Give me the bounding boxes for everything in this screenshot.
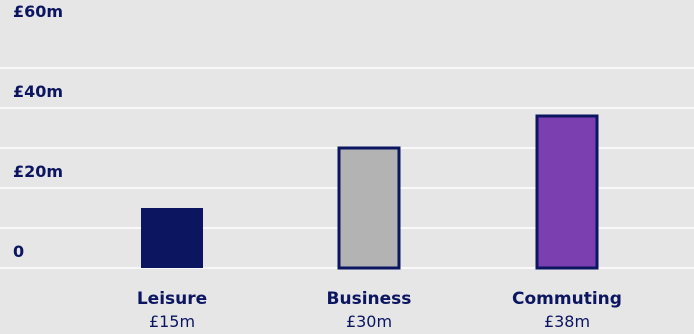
x-value-label: £38m — [544, 312, 590, 331]
x-value-label: £30m — [346, 312, 392, 331]
bar-commuting — [535, 114, 599, 270]
x-category-label: Business — [327, 289, 412, 309]
y-tick-label: £40m — [13, 82, 63, 101]
x-value-label: £15m — [149, 312, 195, 331]
bar-leisure — [141, 208, 203, 268]
x-category-label: Leisure — [137, 289, 207, 309]
y-tick-label: 0 — [13, 242, 24, 261]
x-category-label: Commuting — [512, 289, 622, 309]
y-axis-ticks: 0 £20m £40m £60m — [13, 2, 63, 261]
y-tick-label: £60m — [13, 2, 63, 21]
bars — [141, 114, 599, 270]
y-tick-label: £20m — [13, 162, 63, 181]
x-axis-labels: Leisure £15m Business £30m Commuting £38m — [137, 289, 622, 331]
bar-business — [337, 146, 401, 270]
